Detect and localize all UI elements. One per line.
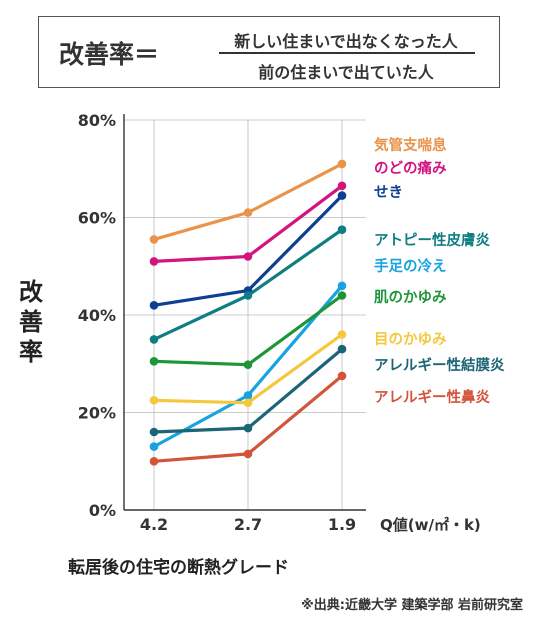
fraction-bar — [219, 52, 475, 54]
data-point — [243, 398, 253, 408]
formula-box: 改善率＝ 新しい住まいで出なくなった人 前の住まいで出ていた人 — [38, 16, 500, 88]
data-point — [337, 291, 347, 300]
formula-denominator: 前の住まいで出ていた人 — [258, 63, 434, 82]
data-point — [149, 442, 159, 451]
y-tick-label: 40% — [78, 306, 116, 325]
data-point — [243, 291, 253, 300]
source-note: ※出典:近畿大学 建築学部 岩前研究室 — [301, 598, 523, 613]
legend-label: 目のかゆみ — [374, 331, 447, 348]
data-point — [149, 257, 159, 266]
data-point — [243, 449, 253, 459]
formula-lhs: 改善率＝ — [59, 40, 160, 69]
data-point — [149, 301, 159, 310]
legend-label: のどの痛み — [374, 159, 447, 177]
x-tick-label: 1.9 — [328, 515, 356, 534]
data-point — [149, 357, 159, 366]
data-point — [337, 181, 347, 191]
legend-label: アトピー性皮膚炎 — [374, 231, 490, 249]
data-point — [243, 208, 253, 217]
data-point — [337, 330, 347, 339]
formula-numerator: 新しい住まいで出なくなった人 — [234, 32, 458, 51]
data-point — [337, 281, 347, 291]
data-point — [337, 344, 347, 354]
data-point — [149, 335, 159, 344]
data-point — [243, 252, 253, 261]
x-axis-title: 転居後の住宅の断熱グレード — [68, 558, 289, 578]
data-point — [337, 159, 347, 169]
x-tick-label: 4.2 — [140, 515, 168, 534]
legend-label: 手足の冷え — [374, 257, 447, 275]
data-point — [337, 191, 347, 200]
data-point — [243, 360, 253, 370]
y-axis-title: 改善率 — [19, 278, 43, 366]
data-point — [149, 396, 159, 405]
legend-label: 肌のかゆみ — [374, 289, 447, 306]
data-point — [149, 427, 159, 437]
data-point — [149, 457, 159, 466]
data-point — [337, 371, 347, 381]
y-tick-label: 0% — [89, 501, 116, 520]
x-tick-label: 2.7 — [234, 515, 262, 534]
legend-label: 気管支喘息 — [374, 136, 447, 154]
data-point — [243, 391, 253, 400]
y-tick-label: 60% — [78, 209, 116, 228]
x-unit-label: Q値(w/㎡・k) — [380, 516, 481, 534]
legend-label: アレルギー性結膜炎 — [374, 356, 505, 374]
data-point — [149, 235, 159, 244]
data-point — [337, 225, 347, 234]
y-tick-label: 20% — [78, 404, 116, 423]
legend-label: せき — [374, 184, 403, 201]
legend-label: アレルギー性鼻炎 — [374, 388, 490, 406]
data-point — [243, 423, 253, 433]
y-tick-label: 80% — [78, 111, 116, 130]
